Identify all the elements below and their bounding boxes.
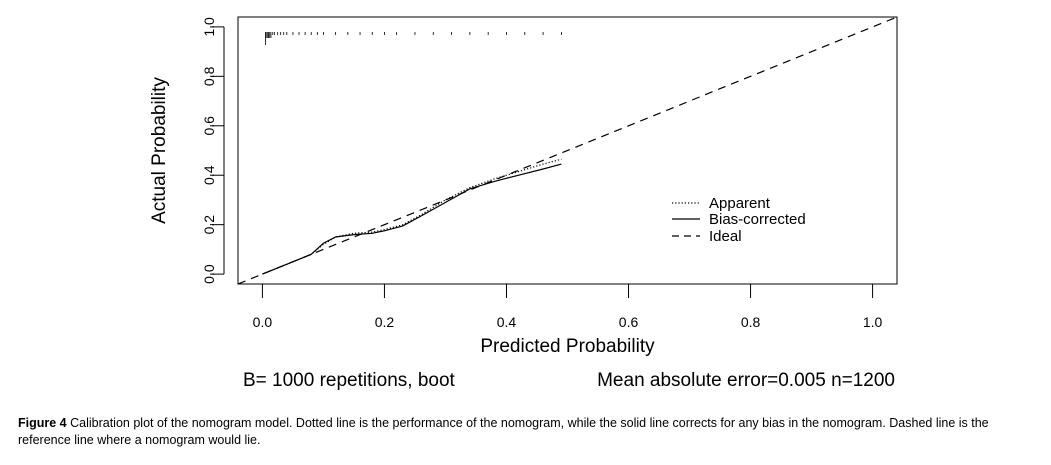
x-axis-title: Predicted Probability <box>480 336 655 357</box>
x-tick-label: 0.8 <box>741 314 761 330</box>
x-tick-label: 0.0 <box>253 314 273 330</box>
y-tick-label: 1.0 <box>201 17 217 37</box>
annotation-mean-error: Mean absolute error=0.005 n=1200 <box>597 370 895 391</box>
legend-label: Apparent <box>709 195 771 212</box>
x-tick-label: 1.0 <box>863 314 883 330</box>
y-axis-title: Actual Probability <box>149 77 170 224</box>
legend-label: Bias-corrected <box>709 211 806 228</box>
x-tick-label: 0.2 <box>375 314 395 330</box>
annotation-repetitions: B= 1000 repetitions, boot <box>243 370 456 391</box>
series-apparent-line <box>262 158 562 275</box>
y-tick-label: 0.6 <box>201 116 217 136</box>
figure-caption: Figure 4 Calibration plot of the nomogra… <box>18 415 1038 449</box>
y-tick-label: 0.2 <box>201 215 217 235</box>
legend-label: Ideal <box>709 228 742 245</box>
y-tick-label: 0.4 <box>201 165 217 185</box>
series-ideal-line <box>238 17 897 284</box>
series-bias-corrected-line <box>262 163 562 275</box>
x-tick-label: 0.6 <box>619 314 639 330</box>
x-tick-label: 0.4 <box>497 314 517 330</box>
y-tick-label: 0.8 <box>201 66 217 86</box>
caption-label: Figure 4 <box>18 416 67 430</box>
caption-text: Calibration plot of the nomogram model. … <box>18 416 989 447</box>
y-tick-label: 0.0 <box>201 264 217 284</box>
calibration-chart: 0.0 0.2 0.4 0.6 0.8 1.0 Predicted Probability 0… <box>149 16 898 391</box>
